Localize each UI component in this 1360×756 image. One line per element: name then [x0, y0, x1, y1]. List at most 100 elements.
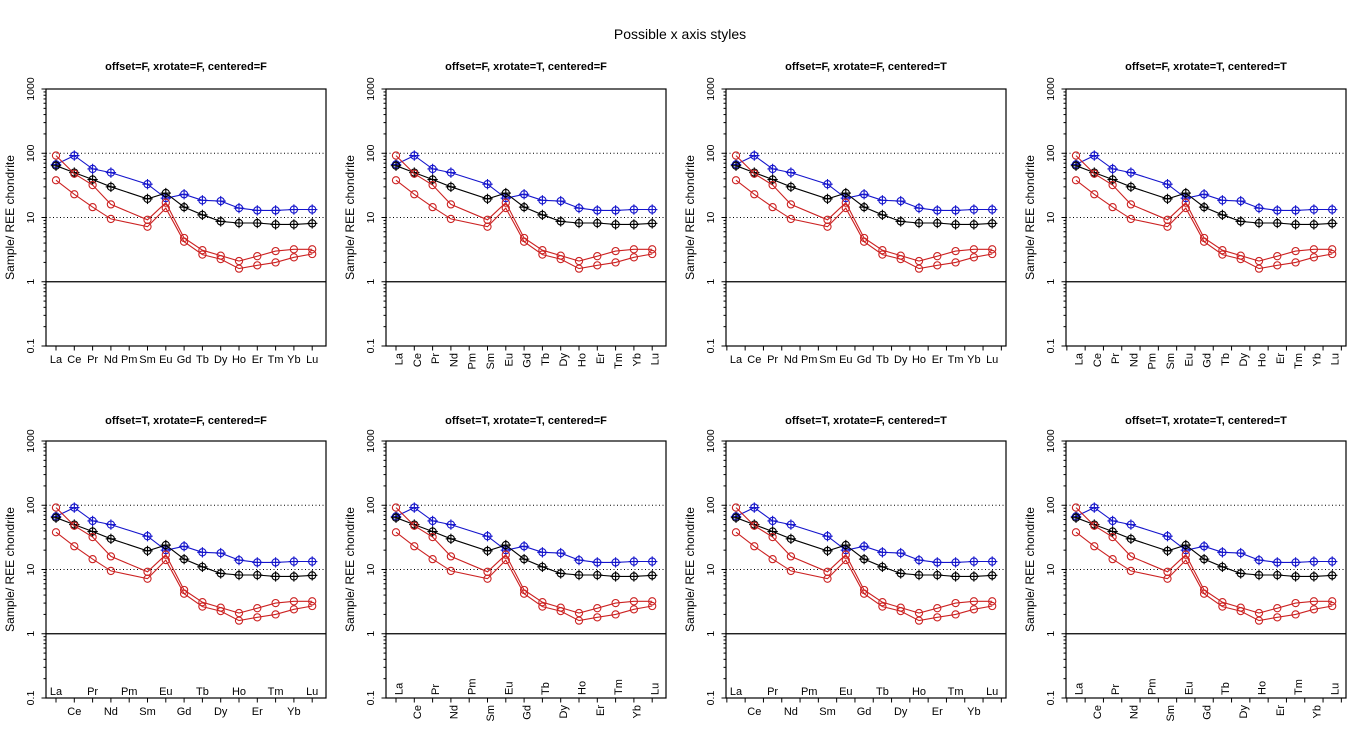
marker-circle	[428, 202, 437, 212]
series-red-upper	[731, 151, 997, 266]
y-axis-ticks	[381, 440, 386, 699]
y-axis-title: Sample/ REE chondrite	[3, 155, 17, 280]
y-tick-label: 10	[1045, 212, 1057, 224]
y-axis-title: Sample/ REE chondrite	[1023, 155, 1037, 280]
marker-circle	[179, 589, 189, 598]
x-tick-label: Tm	[948, 354, 964, 366]
x-axis-ticks	[395, 346, 653, 351]
marker-circle	[1126, 200, 1136, 209]
y-axis-ticks	[1061, 88, 1066, 347]
x-tick-label: La	[50, 686, 63, 698]
subplot-title: offset=F, xrotate=F, centered=T	[785, 61, 947, 73]
x-tick-label: Er	[252, 706, 263, 718]
marker-circle	[841, 203, 850, 213]
series-red-lower	[51, 176, 317, 273]
x-tick-label: Dy	[1238, 353, 1250, 367]
x-tick-label: Ce	[1092, 705, 1104, 719]
marker-circle	[410, 190, 419, 199]
marker-circle	[1254, 264, 1264, 273]
y-tick-label: 1	[365, 279, 377, 285]
x-tick-label: Pr	[1110, 684, 1122, 695]
y-tick-label: 0.1	[1045, 691, 1057, 706]
marker-circle	[1273, 604, 1282, 613]
marker-circle	[1309, 253, 1319, 262]
x-tick-label: Nd	[1128, 353, 1140, 367]
marker-circle	[253, 613, 262, 622]
marker-circle	[289, 253, 299, 262]
x-tick-label: La	[394, 352, 406, 365]
marker-circle	[841, 555, 850, 565]
main-title: Possible x axis styles	[613, 26, 747, 42]
marker-circle	[483, 222, 492, 231]
x-tick-label: Tb	[196, 686, 209, 698]
y-tick-label: 1	[705, 631, 717, 637]
marker-circle	[648, 249, 657, 259]
marker-circle	[988, 245, 997, 254]
marker-circle	[519, 237, 529, 246]
marker-circle	[1328, 245, 1337, 254]
x-tick-label: Yb	[287, 354, 300, 366]
y-tick-label: 10	[25, 212, 37, 224]
marker-circle	[574, 264, 584, 273]
subplot-title: offset=T, xrotate=T, centered=T	[1125, 415, 1287, 427]
marker-circle	[731, 176, 741, 185]
x-tick-label: Tm	[268, 686, 284, 698]
y-axis-title: Sample/ REE chondrite	[683, 155, 697, 280]
x-tick-label: Tm	[613, 353, 625, 369]
x-tick-label: Sm	[139, 354, 156, 366]
x-tick-label: Yb	[967, 354, 980, 366]
y-tick-label: 100	[1045, 496, 1057, 514]
y-tick-label: 10	[705, 212, 717, 224]
x-tick-label: Er	[932, 706, 943, 718]
x-tick-label: Pm	[1147, 353, 1159, 370]
y-tick-label: 1000	[365, 429, 377, 453]
x-tick-label: Tb	[876, 686, 889, 698]
marker-circle	[629, 597, 639, 606]
marker-circle	[1218, 598, 1227, 607]
series-red-lower	[391, 528, 657, 625]
x-tick-label: Yb	[631, 705, 643, 718]
y-tick-label: 10	[705, 564, 717, 576]
y-axis-ticks	[1061, 440, 1066, 699]
marker-circle	[593, 261, 602, 270]
y-tick-label: 1	[365, 631, 377, 637]
y-tick-label: 0.1	[25, 691, 37, 706]
marker-circle	[878, 246, 887, 255]
y-tick-label: 1	[705, 279, 717, 285]
x-tick-label: Nd	[1128, 705, 1140, 719]
x-tick-label: Tb	[196, 354, 209, 366]
marker-circle	[1291, 258, 1300, 267]
marker-circle	[391, 176, 401, 185]
x-axis-ticks	[55, 346, 313, 351]
subplot-title: offset=F, xrotate=T, centered=T	[1125, 61, 1287, 73]
x-tick-label: Eu	[503, 353, 515, 366]
marker-circle	[88, 180, 97, 190]
x-tick-label: Tm	[1293, 679, 1305, 695]
x-tick-label: Eu	[159, 354, 172, 366]
series-black	[1070, 512, 1338, 582]
marker-circle	[768, 532, 777, 542]
marker-circle	[143, 574, 152, 583]
marker-circle	[1309, 597, 1319, 606]
marker-circle	[1199, 589, 1209, 598]
marker-circle	[234, 616, 244, 625]
x-tick-label: Gd	[177, 706, 192, 718]
series-black	[50, 512, 318, 582]
marker-circle	[933, 613, 942, 622]
marker-circle	[988, 249, 997, 259]
marker-circle	[483, 574, 492, 583]
x-tick-label: La	[1074, 352, 1086, 365]
x-tick-label: La	[1074, 682, 1086, 695]
series-black	[1070, 160, 1338, 230]
marker-circle	[629, 253, 639, 262]
marker-circle	[1199, 237, 1209, 246]
marker-circle	[253, 604, 262, 613]
subplot-7: offset=T, xrotate=F, centered=T 0.1 1 10 100…	[683, 415, 1007, 718]
series-red-lower	[1071, 528, 1337, 625]
y-axis-title: Sample/ REE chondrite	[1023, 507, 1037, 632]
y-tick-label: 10	[365, 564, 377, 576]
x-tick-label: Dy	[558, 705, 570, 719]
marker-circle	[428, 554, 437, 564]
marker-circle	[1071, 528, 1081, 537]
